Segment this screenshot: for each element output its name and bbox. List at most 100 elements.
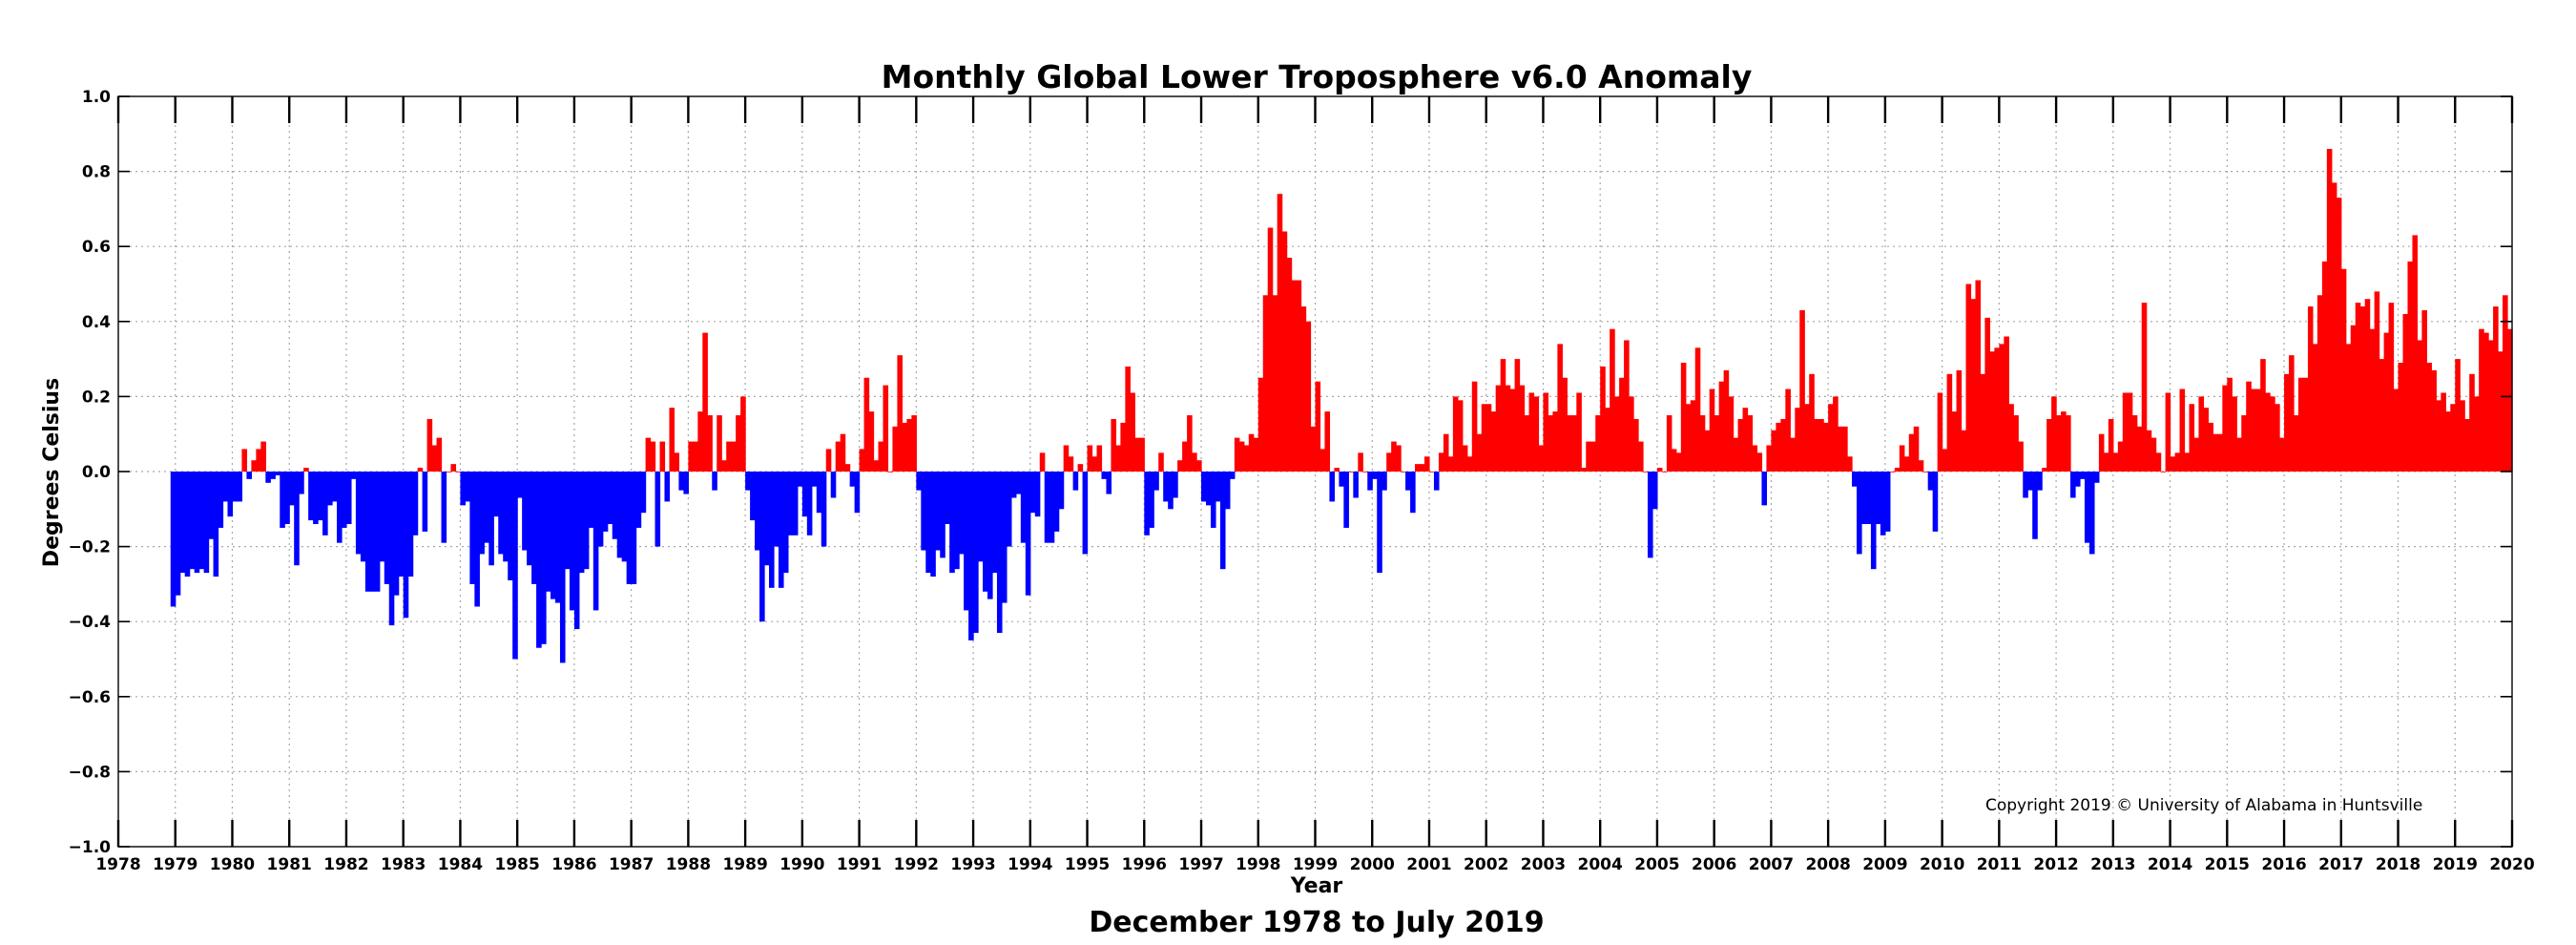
x-tick-label: 1988 <box>666 855 711 874</box>
anomaly-bar <box>488 472 494 566</box>
anomaly-bar <box>996 472 1003 633</box>
anomaly-bar <box>1818 418 1824 472</box>
anomaly-bar <box>1149 472 1154 528</box>
anomaly-bar <box>369 472 376 592</box>
anomaly-bar <box>2412 235 2419 472</box>
anomaly-bar <box>1567 415 1572 472</box>
anomaly-bar <box>232 472 239 502</box>
anomaly-bar <box>1001 472 1008 603</box>
anomaly-bar <box>2251 388 2256 472</box>
anomaly-bar <box>2359 306 2366 472</box>
x-tick-label: 1999 <box>1293 855 1338 874</box>
anomaly-bar <box>1699 415 1706 472</box>
anomaly-bar <box>1737 418 1744 472</box>
anomaly-bar <box>654 472 661 547</box>
anomaly-bar <box>1082 472 1089 555</box>
anomaly-bar <box>1020 472 1027 543</box>
anomaly-bar <box>512 472 518 660</box>
x-tick-label: 1995 <box>1065 855 1110 874</box>
anomaly-bar <box>1894 468 1901 472</box>
anomaly-bar <box>2127 392 2133 472</box>
anomaly-bar <box>527 472 532 566</box>
anomaly-bar <box>189 472 196 570</box>
anomaly-bar <box>1833 396 1839 472</box>
anomaly-bar <box>1842 426 1848 472</box>
anomaly-bar <box>175 472 181 596</box>
anomaly-bar <box>2289 355 2295 472</box>
anomaly-bar <box>398 472 405 578</box>
anomaly-bar <box>2294 415 2299 472</box>
anomaly-bar <box>978 472 984 562</box>
anomaly-bar <box>1420 464 1425 472</box>
anomaly-bar <box>2340 268 2347 472</box>
x-tick-label: 2001 <box>1406 855 1451 874</box>
anomaly-bar <box>987 472 993 599</box>
anomaly-bar <box>1277 194 1283 472</box>
anomaly-bar <box>2275 404 2280 472</box>
anomaly-bar <box>1187 415 1193 472</box>
x-tick-label: 1986 <box>551 855 596 874</box>
anomaly-bar <box>621 472 628 562</box>
anomaly-bar <box>1158 452 1164 472</box>
anomaly-bar <box>2469 373 2475 472</box>
x-tick-label: 1985 <box>495 855 540 874</box>
y-tick-label: −0.6 <box>69 688 111 707</box>
anomaly-bar <box>194 472 200 574</box>
anomaly-bar <box>1405 472 1411 491</box>
anomaly-bar <box>1776 422 1781 472</box>
anomaly-bar <box>1210 472 1216 528</box>
y-tick-labels: 1.0 0.8 0.6 0.4 0.2 0.0 −0.2 −0.4 −0.6 −0.8 −1.0 <box>69 88 112 857</box>
anomaly-bar <box>588 472 594 528</box>
anomaly-bar <box>1433 472 1440 491</box>
anomaly-bar <box>2037 472 2043 491</box>
anomaly-bar <box>612 472 618 539</box>
anomaly-bar <box>2046 418 2052 472</box>
anomaly-bar <box>1215 472 1221 502</box>
anomaly-bar <box>294 472 300 566</box>
anomaly-bar <box>849 472 856 487</box>
anomaly-bar <box>1139 437 1145 472</box>
anomaly-bar <box>1610 328 1615 472</box>
anomaly-bar <box>2027 472 2033 491</box>
anomaly-bar <box>1984 317 1990 472</box>
anomaly-bar <box>2350 325 2357 472</box>
anomaly-bar <box>811 472 818 487</box>
anomaly-bar <box>597 472 604 547</box>
anomaly-bar <box>1286 257 1293 472</box>
y-axis-label: Degrees Celsius <box>40 378 64 567</box>
anomaly-bar <box>337 472 343 543</box>
anomaly-bar <box>1238 441 1245 472</box>
anomaly-bar <box>2208 422 2213 472</box>
anomaly-bar <box>878 441 884 472</box>
anomaly-bar <box>1063 445 1070 472</box>
anomaly-bar <box>1300 306 1307 472</box>
anomaly-bar <box>973 472 979 633</box>
anomaly-bar <box>345 472 352 525</box>
anomaly-bar <box>1675 452 1682 472</box>
y-tick-label: 0.0 <box>82 463 111 482</box>
anomaly-bar <box>1795 408 1800 472</box>
anomaly-bar <box>251 460 257 472</box>
anomaly-bar <box>1685 404 1692 472</box>
anomaly-bar <box>683 472 689 494</box>
anomaly-bar <box>237 472 243 502</box>
anomaly-bar <box>1709 388 1715 472</box>
anomaly-bar <box>717 415 722 472</box>
anomaly-bar <box>1576 392 1582 472</box>
anomaly-bar <box>1671 449 1677 472</box>
anomaly-bar <box>1471 381 1478 472</box>
anomaly-bar <box>2075 472 2081 487</box>
x-tick-label: 1991 <box>837 855 882 874</box>
y-tick-label: 1.0 <box>82 88 111 107</box>
anomaly-bar <box>688 441 694 472</box>
anomaly-bar <box>626 472 633 584</box>
anomaly-bar <box>1557 344 1563 472</box>
anomaly-bar <box>792 472 799 536</box>
anomaly-bar <box>1243 445 1250 472</box>
anomaly-bar <box>1115 445 1121 472</box>
anomaly-bar <box>1828 404 1834 472</box>
anomaly-bar <box>2441 392 2446 472</box>
anomaly-bar <box>825 449 832 472</box>
anomaly-bar <box>2122 392 2129 472</box>
anomaly-bar <box>270 472 276 479</box>
